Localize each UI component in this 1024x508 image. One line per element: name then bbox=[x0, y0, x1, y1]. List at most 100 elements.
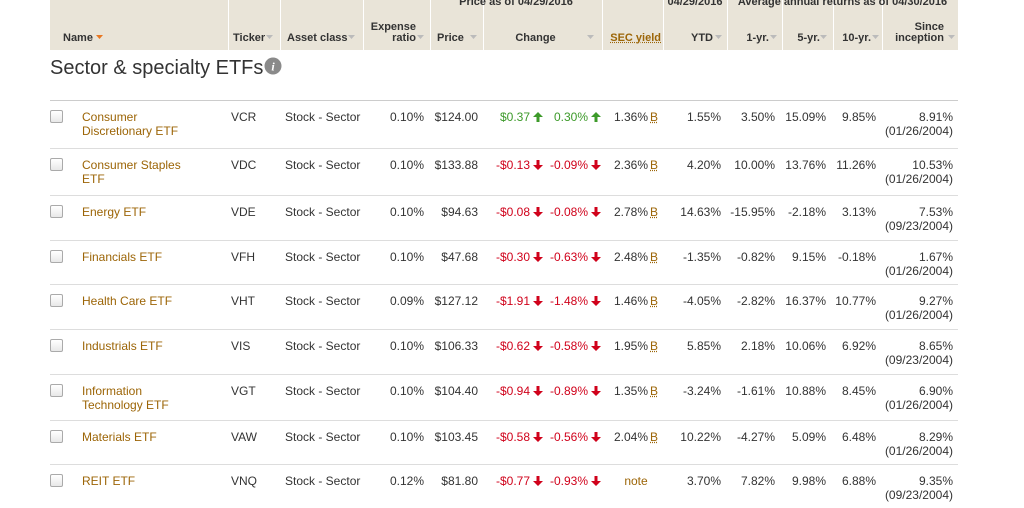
sort-arrow[interactable] bbox=[266, 35, 274, 40]
row-checkbox[interactable] bbox=[50, 294, 63, 307]
down-arrow bbox=[591, 296, 601, 306]
column-header[interactable]: Expense ratio bbox=[370, 21, 416, 44]
down-arrow bbox=[591, 207, 601, 217]
table-header bbox=[50, 0, 958, 50]
change-percent: 0.30% bbox=[553, 110, 588, 124]
sort-arrow[interactable] bbox=[770, 35, 778, 40]
row-checkbox[interactable] bbox=[50, 474, 63, 487]
sec-yield-flag[interactable]: B bbox=[650, 250, 659, 264]
column-header[interactable]: Ticker bbox=[233, 32, 266, 44]
row-divider bbox=[50, 195, 958, 196]
since-inception-return: 8.91% bbox=[918, 110, 953, 124]
price: $104.40 bbox=[434, 384, 478, 398]
ytd-return: 5.85% bbox=[686, 339, 721, 353]
sort-arrow[interactable] bbox=[348, 35, 356, 40]
sort-arrow[interactable] bbox=[470, 35, 478, 40]
sort-arrow[interactable] bbox=[715, 35, 723, 40]
sec-yield-flag[interactable]: B bbox=[650, 339, 659, 353]
expense-ratio: 0.10% bbox=[389, 205, 424, 219]
change: -$0.58 bbox=[495, 430, 530, 444]
column-header[interactable]: 5-yr. bbox=[797, 32, 820, 44]
sec-yield-flag[interactable]: B bbox=[650, 430, 659, 444]
column-header[interactable]: 10-yr. bbox=[842, 32, 871, 44]
expense-ratio: 0.10% bbox=[389, 158, 424, 172]
row-divider bbox=[50, 420, 958, 421]
price: $106.33 bbox=[434, 339, 478, 353]
sec-yield-flag[interactable]: B bbox=[650, 294, 659, 308]
inception-date: (01/26/2004) bbox=[884, 172, 953, 186]
sec-yield-flag[interactable]: B bbox=[650, 158, 659, 172]
asset-class: Stock - Sector bbox=[285, 294, 361, 308]
change-percent: -1.48% bbox=[549, 294, 588, 308]
down-arrow bbox=[533, 386, 543, 396]
down-arrow bbox=[533, 207, 543, 217]
inception-date: (01/26/2004) bbox=[884, 398, 953, 412]
etf-name-link[interactable]: Health Care ETF bbox=[82, 294, 173, 308]
row-checkbox[interactable] bbox=[50, 250, 63, 263]
column-header[interactable]: 1-yr. bbox=[746, 32, 769, 44]
expense-ratio: 0.09% bbox=[389, 294, 424, 308]
row-checkbox[interactable] bbox=[50, 339, 63, 352]
inception-date: (09/23/2004) bbox=[884, 353, 953, 367]
ytd-return: -3.24% bbox=[682, 384, 721, 398]
price: $94.63 bbox=[441, 205, 478, 219]
down-arrow bbox=[591, 252, 601, 262]
ticker: VIS bbox=[231, 339, 251, 353]
ytd-return: -4.05% bbox=[682, 294, 721, 308]
row-divider bbox=[50, 374, 958, 375]
etf-name-link[interactable]: Information Technology ETF bbox=[82, 384, 169, 412]
etf-name-link[interactable]: REIT ETF bbox=[82, 474, 136, 488]
sort-arrow[interactable] bbox=[417, 35, 425, 40]
down-arrow bbox=[533, 252, 543, 262]
sort-arrow[interactable] bbox=[872, 35, 880, 40]
sort-arrow[interactable] bbox=[96, 35, 104, 40]
column-header[interactable]: Change bbox=[515, 32, 556, 44]
sec-yield-note[interactable]: note bbox=[624, 474, 648, 488]
column-header[interactable]: YTD bbox=[691, 32, 713, 44]
since-inception-return: 9.27% bbox=[918, 294, 953, 308]
column-header[interactable]: Name bbox=[63, 32, 93, 44]
column-header[interactable]: SEC yield bbox=[610, 32, 661, 44]
column-header[interactable]: Since inception bbox=[895, 21, 944, 44]
five-year-return: -2.18% bbox=[787, 205, 826, 219]
sec-yield: 2.78% bbox=[613, 205, 648, 219]
sec-yield-flag[interactable]: B bbox=[650, 110, 659, 124]
row-divider bbox=[50, 240, 958, 241]
up-arrow bbox=[591, 112, 601, 122]
change-percent: -0.09% bbox=[549, 158, 588, 172]
asset-class: Stock - Sector bbox=[285, 384, 361, 398]
price: $47.68 bbox=[441, 250, 478, 264]
ten-year-return: 9.85% bbox=[841, 110, 876, 124]
price: $81.80 bbox=[441, 474, 478, 488]
sec-yield: 2.48% bbox=[613, 250, 648, 264]
row-checkbox[interactable] bbox=[50, 430, 63, 443]
etf-name-link[interactable]: Industrials ETF bbox=[82, 339, 163, 353]
asset-class: Stock - Sector bbox=[285, 110, 361, 124]
info-icon[interactable]: i bbox=[264, 57, 282, 75]
ticker: VNQ bbox=[231, 474, 258, 488]
asset-class: Stock - Sector bbox=[285, 158, 361, 172]
expense-ratio: 0.10% bbox=[389, 110, 424, 124]
asset-class: Stock - Sector bbox=[285, 250, 361, 264]
column-header[interactable]: Price bbox=[437, 32, 464, 44]
row-checkbox[interactable] bbox=[50, 158, 63, 171]
sort-arrow[interactable] bbox=[820, 35, 828, 40]
row-checkbox[interactable] bbox=[50, 384, 63, 397]
etf-name-link[interactable]: Materials ETF bbox=[82, 430, 157, 444]
sec-yield-flag[interactable]: B bbox=[650, 384, 659, 398]
row-divider bbox=[50, 100, 958, 101]
etf-name-link[interactable]: Consumer Staples ETF bbox=[82, 158, 181, 186]
etf-name-link[interactable]: Consumer Discretionary ETF bbox=[82, 110, 179, 138]
change-percent: -0.58% bbox=[549, 339, 588, 353]
sort-arrow[interactable] bbox=[948, 35, 956, 40]
etf-name-link[interactable]: Financials ETF bbox=[82, 250, 163, 264]
row-checkbox[interactable] bbox=[50, 110, 63, 123]
five-year-return: 15.09% bbox=[785, 110, 826, 124]
sec-yield: 2.04% bbox=[613, 430, 648, 444]
sort-arrow[interactable] bbox=[587, 35, 595, 40]
column-header[interactable]: Asset class bbox=[287, 32, 348, 44]
etf-name-link[interactable]: Energy ETF bbox=[82, 205, 147, 219]
sec-yield-flag[interactable]: B bbox=[650, 205, 659, 219]
row-checkbox[interactable] bbox=[50, 205, 63, 218]
sec-yield: 1.95% bbox=[613, 339, 648, 353]
